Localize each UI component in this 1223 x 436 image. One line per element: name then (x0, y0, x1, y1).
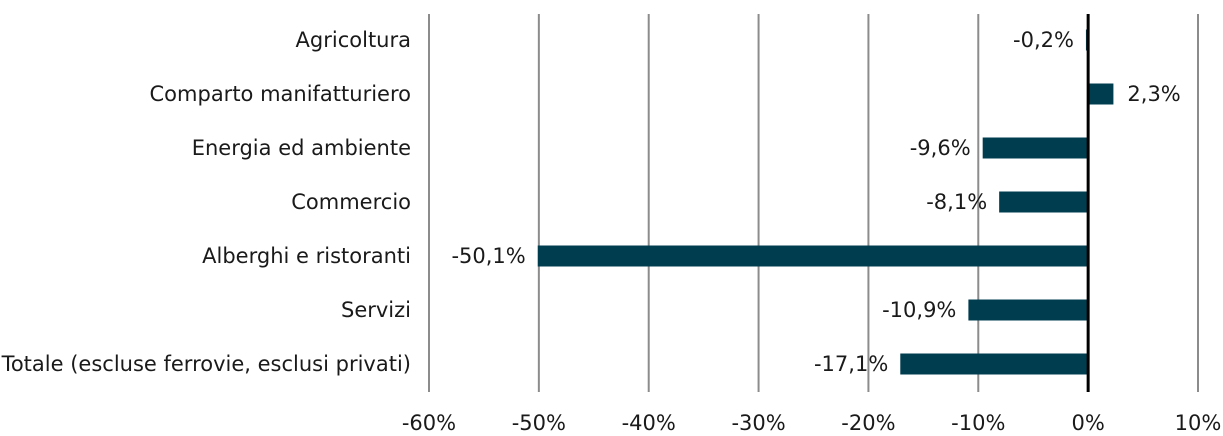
category-label: Commercio (291, 190, 411, 214)
x-tick-label: -60% (402, 411, 456, 435)
x-tick-label: -30% (731, 411, 785, 435)
data-label: -0,2% (1013, 28, 1074, 52)
x-tick-label: -40% (622, 411, 676, 435)
x-tick-label: 10% (1175, 411, 1222, 435)
gridlines (428, 14, 1199, 392)
data-label: -8,1% (926, 190, 987, 214)
x-tick-label: -10% (951, 411, 1005, 435)
x-axis-ticks: -60% -50% -40% -30% -20% -10% 0% 10% (402, 411, 1221, 435)
category-label: Alberghi e ristoranti (202, 244, 411, 268)
category-label: Totale (escluse ferrovie, esclusi privat… (1, 352, 411, 376)
data-label: -10,9% (882, 298, 956, 322)
bar (982, 137, 1089, 159)
data-label: -9,6% (910, 136, 971, 160)
bars (537, 29, 1114, 375)
data-label: 2,3% (1127, 82, 1180, 106)
x-tick-label: -20% (841, 411, 895, 435)
bar (1088, 83, 1114, 105)
bar (537, 245, 1089, 267)
category-labels: Agricoltura Comparto manifatturiero Energi… (1, 28, 411, 376)
bar (999, 191, 1089, 213)
category-label: Comparto manifatturiero (150, 82, 411, 106)
x-tick-label: -50% (512, 411, 566, 435)
data-label: -17,1% (814, 352, 888, 376)
category-label: Servizi (341, 298, 411, 322)
data-labels: -0,2% 2,3% -9,6% -8,1% -50,1% -10,9% -17,1% (451, 28, 1180, 376)
category-label: Agricoltura (296, 28, 411, 52)
x-tick-label: 0% (1071, 411, 1104, 435)
bar (900, 353, 1089, 375)
bar (968, 299, 1089, 321)
category-label: Energia ed ambiente (192, 136, 411, 160)
data-label: -50,1% (451, 244, 525, 268)
